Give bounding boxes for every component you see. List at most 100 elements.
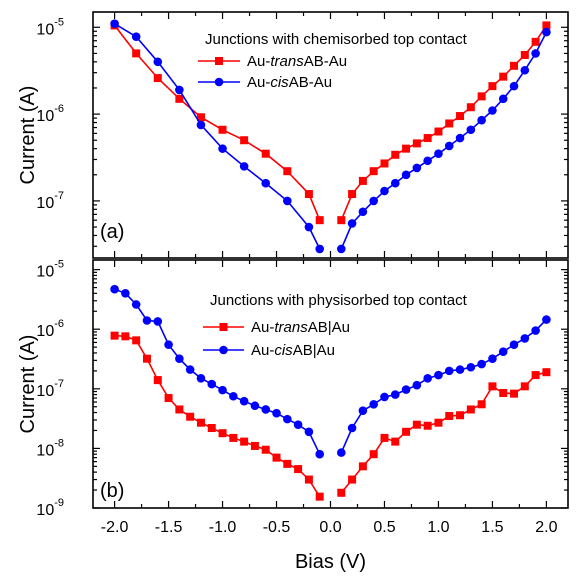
data-point bbox=[509, 340, 519, 349]
data-point bbox=[498, 347, 508, 356]
data-point bbox=[412, 139, 421, 148]
panel-label: (a) bbox=[100, 221, 124, 243]
data-point bbox=[466, 362, 476, 372]
data-point bbox=[293, 420, 303, 429]
x-tick-label: 2.0 bbox=[535, 519, 557, 536]
data-point bbox=[110, 331, 119, 340]
data-point bbox=[466, 103, 475, 112]
data-point bbox=[434, 149, 443, 158]
data-point bbox=[456, 411, 465, 420]
data-point bbox=[261, 405, 271, 414]
data-point bbox=[336, 244, 346, 254]
y-tick-label: 10-5 bbox=[36, 16, 64, 38]
data-point bbox=[218, 385, 227, 395]
data-point bbox=[423, 156, 432, 166]
series-trans bbox=[110, 331, 551, 501]
data-point bbox=[229, 391, 238, 401]
data-point bbox=[240, 437, 249, 446]
data-point bbox=[401, 170, 411, 180]
data-point bbox=[132, 49, 141, 58]
data-point bbox=[444, 141, 454, 151]
legend-label: Au-transAB-Au bbox=[247, 53, 347, 70]
data-point bbox=[283, 196, 292, 206]
legend-title: Junctions with physisorbed top contact bbox=[210, 292, 468, 309]
legend-marker bbox=[215, 57, 223, 65]
data-point bbox=[477, 400, 486, 409]
data-point bbox=[132, 336, 141, 345]
x-tick-label: -2.0 bbox=[101, 519, 129, 536]
data-point bbox=[304, 427, 314, 437]
data-point bbox=[304, 222, 314, 232]
data-point bbox=[315, 492, 324, 501]
data-point bbox=[391, 150, 400, 159]
data-point bbox=[509, 81, 519, 91]
legend-entry: Au-cisAB|Au bbox=[203, 342, 335, 359]
data-point bbox=[186, 412, 195, 421]
data-point bbox=[456, 112, 465, 121]
data-point bbox=[304, 190, 313, 199]
legend-title: Junctions with chemisorbed top contact bbox=[205, 31, 468, 48]
y-tick-label: 10-6 bbox=[36, 318, 64, 340]
x-tick-label: 0.5 bbox=[373, 519, 395, 536]
data-point bbox=[207, 423, 216, 432]
legend-marker bbox=[219, 323, 228, 331]
data-point bbox=[218, 429, 227, 438]
data-point bbox=[455, 133, 465, 143]
series-line bbox=[340, 319, 547, 453]
legend-label: Au-cisAB-Au bbox=[247, 74, 332, 91]
data-point bbox=[402, 427, 411, 436]
data-point bbox=[423, 374, 432, 383]
data-point bbox=[412, 420, 421, 429]
data-point bbox=[347, 219, 357, 228]
data-point bbox=[283, 167, 292, 176]
data-point bbox=[336, 448, 346, 457]
data-point bbox=[239, 396, 249, 406]
data-point bbox=[531, 37, 540, 46]
legend-label: Au-transAB|Au bbox=[251, 319, 350, 336]
data-point bbox=[175, 85, 184, 95]
legend-entry: Au-transAB-Au bbox=[198, 53, 347, 70]
data-point bbox=[315, 449, 325, 459]
data-point bbox=[110, 19, 119, 28]
data-point bbox=[531, 326, 540, 335]
data-point bbox=[498, 94, 508, 104]
y-tick-label: 10-7 bbox=[36, 190, 64, 212]
data-point bbox=[401, 385, 411, 394]
plot-frame bbox=[92, 11, 569, 259]
legend: Junctions with physisorbed top contact Au… bbox=[203, 292, 468, 359]
data-point bbox=[369, 196, 378, 206]
data-point bbox=[380, 186, 389, 196]
legend-marker bbox=[219, 345, 228, 355]
data-point bbox=[445, 119, 454, 128]
data-point bbox=[175, 405, 184, 414]
data-point bbox=[142, 354, 151, 363]
data-point bbox=[283, 459, 292, 468]
series-line bbox=[114, 288, 321, 455]
series-cis bbox=[110, 19, 551, 254]
data-point bbox=[153, 317, 163, 326]
data-point bbox=[185, 365, 195, 374]
data-point bbox=[121, 289, 130, 298]
data-point bbox=[542, 21, 551, 30]
data-point bbox=[402, 144, 411, 153]
data-point bbox=[207, 379, 217, 389]
data-point bbox=[510, 61, 519, 70]
data-point bbox=[347, 423, 357, 433]
data-point bbox=[466, 405, 475, 414]
data-point bbox=[315, 244, 325, 254]
data-point bbox=[240, 136, 249, 145]
data-point bbox=[250, 441, 259, 450]
data-point bbox=[531, 49, 540, 58]
data-point bbox=[423, 134, 432, 143]
y-tick-label: 10-5 bbox=[36, 259, 64, 281]
data-point bbox=[499, 72, 508, 81]
panel-label: (b) bbox=[100, 480, 124, 502]
data-point bbox=[510, 389, 519, 398]
data-point bbox=[499, 389, 508, 398]
data-point bbox=[239, 162, 249, 171]
data-point bbox=[142, 316, 152, 325]
y-axis-label: Current (A) bbox=[17, 335, 39, 434]
x-axis: -2.0 -1.5 -1.0 -0.5 0.0 0.5 1.0 1.5 2.0 Bias (V) bbox=[101, 519, 558, 573]
data-point bbox=[196, 418, 205, 427]
data-point bbox=[542, 315, 551, 324]
